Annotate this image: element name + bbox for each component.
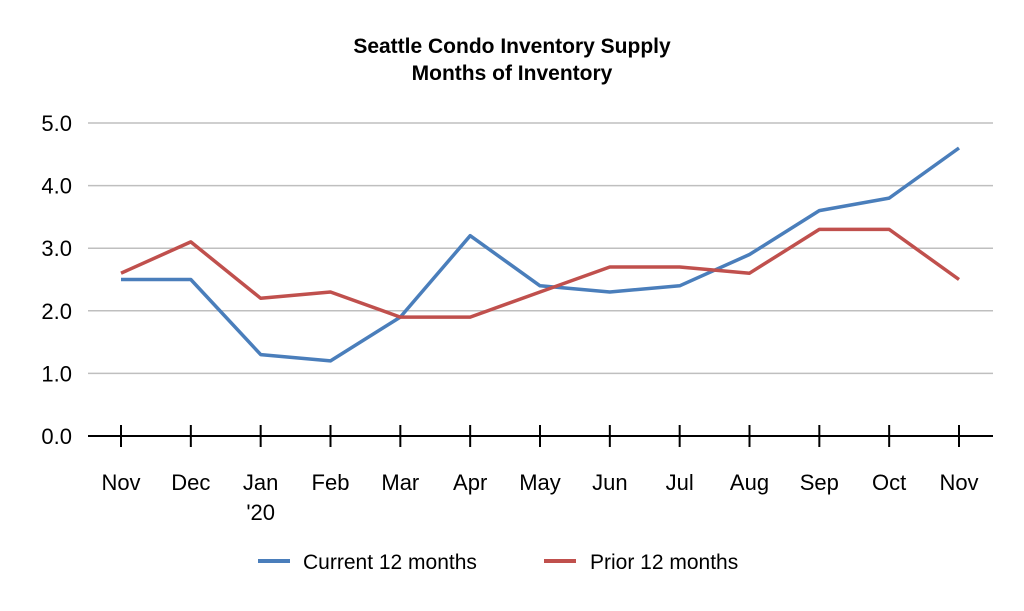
x-tick-label: Feb bbox=[312, 470, 350, 495]
legend-label: Prior 12 months bbox=[590, 551, 738, 574]
legend: Current 12 months Prior 12 months bbox=[258, 551, 738, 574]
x-tick-label: Jan '20 bbox=[243, 470, 278, 525]
chart-title: Seattle Condo Inventory Supply bbox=[353, 35, 671, 58]
x-tick-label: Jul bbox=[666, 470, 694, 495]
y-tick-label: 2.0 bbox=[41, 299, 72, 324]
x-tick-label: Apr bbox=[453, 470, 487, 495]
x-tick-label: Mar bbox=[381, 470, 419, 495]
legend-label: Current 12 months bbox=[303, 551, 477, 574]
y-tick-label: 5.0 bbox=[41, 111, 72, 136]
y-tick-label: 3.0 bbox=[41, 236, 72, 261]
series-line-prior bbox=[120, 227, 961, 319]
x-tick-label: Jun bbox=[592, 470, 627, 495]
y-tick-label: 0.0 bbox=[41, 424, 72, 449]
x-tick-label: Sep bbox=[800, 470, 839, 495]
x-tick-label: May bbox=[519, 470, 561, 495]
y-tick-label: 4.0 bbox=[41, 174, 72, 199]
x-tick-label: Dec bbox=[171, 470, 210, 495]
chart-subtitle: Months of Inventory bbox=[412, 62, 613, 85]
y-tick-label: 1.0 bbox=[41, 361, 72, 386]
x-tick-label: Oct bbox=[872, 470, 906, 495]
x-tick-label: Nov bbox=[939, 470, 978, 495]
gridlines bbox=[88, 122, 993, 375]
x-tick-label: Nov bbox=[101, 470, 140, 495]
y-axis: 0.0 1.0 2.0 3.0 4.0 5.0 bbox=[41, 111, 72, 449]
series-line-current bbox=[121, 146, 961, 363]
series-lines bbox=[120, 146, 961, 363]
x-axis: Nov Dec Jan '20 Feb Mar Apr May Jun Jul Aug Sep Oct N… bbox=[88, 425, 993, 525]
x-tick-label: Aug bbox=[730, 470, 769, 495]
